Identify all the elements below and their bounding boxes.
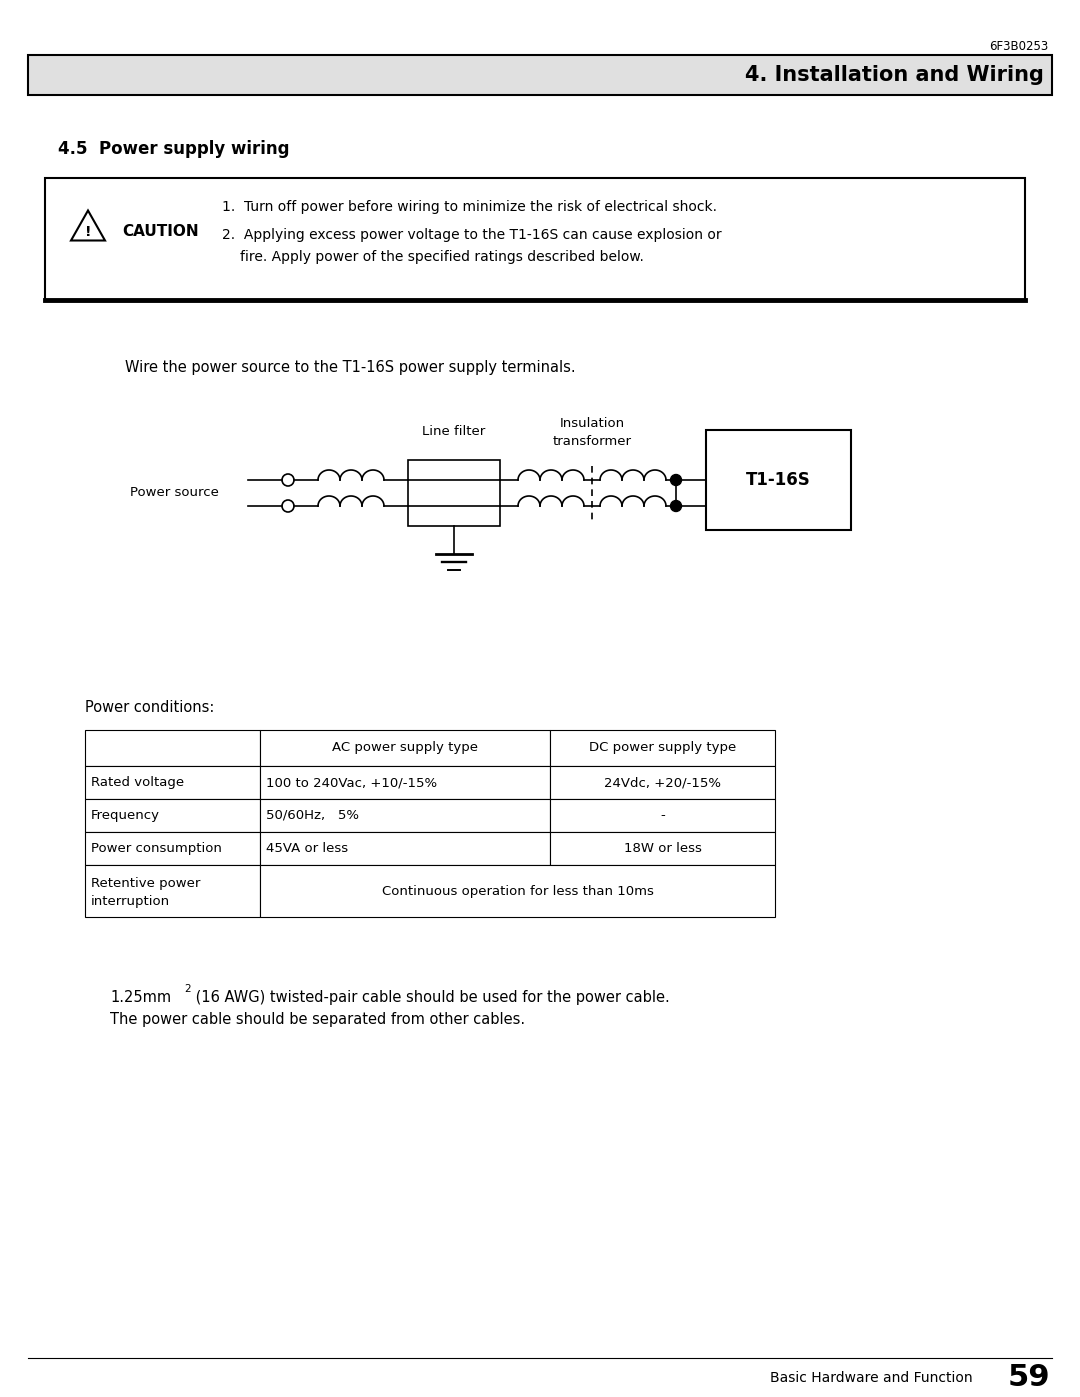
Text: 4.5  Power supply wiring: 4.5 Power supply wiring bbox=[58, 140, 289, 158]
Text: Line filter: Line filter bbox=[422, 425, 486, 439]
Bar bbox=[85, 731, 260, 766]
Text: Rated voltage: Rated voltage bbox=[91, 775, 184, 789]
Text: 59: 59 bbox=[1008, 1363, 1050, 1393]
Text: interruption: interruption bbox=[91, 894, 171, 908]
Text: CAUTION: CAUTION bbox=[122, 225, 199, 239]
Circle shape bbox=[671, 500, 681, 511]
Text: 24Vdc, +20/-15%: 24Vdc, +20/-15% bbox=[604, 775, 721, 789]
Bar bbox=[260, 865, 775, 916]
Text: 4. Installation and Wiring: 4. Installation and Wiring bbox=[745, 66, 1044, 85]
Bar bbox=[550, 799, 775, 833]
Text: Power source: Power source bbox=[130, 486, 219, 500]
Bar bbox=[85, 799, 260, 833]
Text: 50/60Hz,   5%: 50/60Hz, 5% bbox=[266, 809, 359, 821]
Bar bbox=[550, 731, 775, 766]
Text: Power conditions:: Power conditions: bbox=[85, 700, 214, 715]
Text: !: ! bbox=[84, 225, 91, 239]
Text: -: - bbox=[660, 809, 665, 821]
Text: 1.  Turn off power before wiring to minimize the risk of electrical shock.: 1. Turn off power before wiring to minim… bbox=[222, 200, 717, 214]
Bar bbox=[260, 766, 550, 799]
Bar bbox=[550, 766, 775, 799]
Bar bbox=[260, 731, 550, 766]
Bar bbox=[45, 177, 1025, 300]
Bar bbox=[85, 865, 260, 916]
Bar bbox=[706, 430, 851, 529]
Text: The power cable should be separated from other cables.: The power cable should be separated from… bbox=[110, 1011, 525, 1027]
Text: 2.  Applying excess power voltage to the T1-16S can cause explosion or: 2. Applying excess power voltage to the … bbox=[222, 228, 721, 242]
Text: T1-16S: T1-16S bbox=[746, 471, 811, 489]
Text: 18W or less: 18W or less bbox=[623, 842, 701, 855]
Text: (16 AWG) twisted-pair cable should be used for the power cable.: (16 AWG) twisted-pair cable should be us… bbox=[191, 990, 670, 1004]
Text: Retentive power: Retentive power bbox=[91, 876, 201, 890]
Bar bbox=[260, 799, 550, 833]
Bar bbox=[260, 833, 550, 865]
Text: 1.25mm: 1.25mm bbox=[110, 990, 171, 1004]
Text: Continuous operation for less than 10ms: Continuous operation for less than 10ms bbox=[381, 884, 653, 897]
Bar bbox=[408, 460, 500, 527]
Text: 45VA or less: 45VA or less bbox=[266, 842, 348, 855]
Bar bbox=[85, 766, 260, 799]
Circle shape bbox=[671, 475, 681, 486]
Bar bbox=[550, 833, 775, 865]
Text: transformer: transformer bbox=[553, 434, 632, 448]
Text: Power consumption: Power consumption bbox=[91, 842, 221, 855]
Text: fire. Apply power of the specified ratings described below.: fire. Apply power of the specified ratin… bbox=[240, 250, 644, 264]
Text: Frequency: Frequency bbox=[91, 809, 160, 821]
Text: Wire the power source to the T1-16S power supply terminals.: Wire the power source to the T1-16S powe… bbox=[125, 360, 576, 374]
Text: DC power supply type: DC power supply type bbox=[589, 742, 737, 754]
Text: 2: 2 bbox=[184, 983, 191, 995]
Text: 100 to 240Vac, +10/-15%: 100 to 240Vac, +10/-15% bbox=[266, 775, 437, 789]
Bar bbox=[28, 54, 1052, 95]
Bar bbox=[85, 833, 260, 865]
Text: Insulation: Insulation bbox=[559, 416, 624, 430]
Text: Basic Hardware and Function: Basic Hardware and Function bbox=[770, 1370, 973, 1384]
Text: 6F3B0253: 6F3B0253 bbox=[989, 41, 1048, 53]
Text: AC power supply type: AC power supply type bbox=[332, 742, 478, 754]
